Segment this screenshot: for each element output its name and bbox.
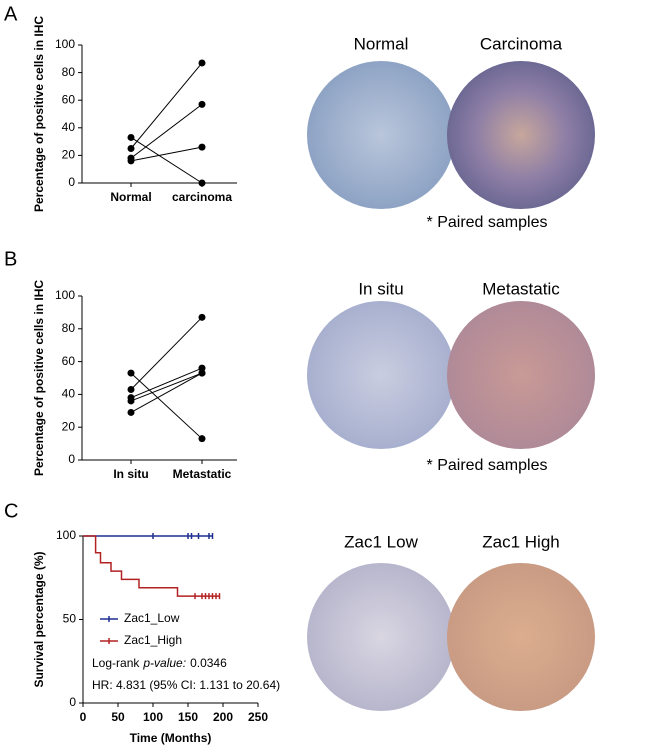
- data-point: [127, 157, 135, 165]
- y-tick-label: 50: [63, 612, 77, 626]
- y-tick-label: 40: [62, 120, 76, 134]
- y-tick-label: 20: [62, 148, 76, 162]
- tissue-image: [447, 301, 595, 449]
- panel-letter: A: [4, 3, 18, 25]
- pair-line: [130, 62, 203, 149]
- tissue-image: [447, 61, 595, 209]
- y-tick-label: 80: [62, 65, 76, 79]
- x-tick-label: Metastatic: [173, 467, 232, 481]
- pair-line: [130, 367, 203, 399]
- y-tick-label: 20: [62, 419, 76, 433]
- annotation-part: p-value:: [142, 656, 186, 670]
- x-tick-label: Normal: [110, 190, 151, 204]
- y-tick-label: 40: [62, 387, 76, 401]
- y-tick-label: 100: [55, 37, 75, 51]
- data-point: [198, 100, 206, 108]
- x-tick-label: 50: [111, 710, 125, 724]
- tissue-image: [307, 563, 455, 711]
- data-point: [198, 435, 206, 443]
- tissue-image: [307, 301, 455, 449]
- data-point: [198, 143, 206, 151]
- annotation-part: 0.0346: [190, 656, 227, 670]
- pair-line: [130, 372, 203, 440]
- survival-curve: [83, 535, 220, 597]
- y-axis-label: Survival percentage (%): [32, 551, 46, 687]
- x-tick-label: 250: [248, 710, 268, 724]
- image-label: Metastatic: [482, 279, 560, 298]
- data-point: [198, 179, 206, 187]
- y-tick-label: 0: [68, 175, 75, 189]
- y-tick-label: 0: [68, 452, 75, 466]
- image-label: In situ: [358, 279, 403, 298]
- y-tick-label: 60: [62, 354, 76, 368]
- data-point: [198, 364, 206, 372]
- image-label: Zac1 Low: [344, 532, 418, 551]
- y-tick-label: 100: [55, 288, 75, 302]
- data-point: [127, 145, 135, 152]
- tissue-image: [447, 563, 595, 711]
- legend-label: Zac1_Low: [124, 611, 180, 625]
- annotation: HR: 4.831 (95% CI: 1.131 to 20.64): [92, 678, 280, 692]
- annotation: Log-rank p-value: 0.0346: [92, 656, 227, 670]
- pair-line: [130, 372, 203, 413]
- x-tick-label: 200: [213, 710, 233, 724]
- x-tick-label: 0: [80, 710, 87, 724]
- note: * Paired samples: [427, 457, 548, 474]
- panel-letter: C: [4, 500, 18, 522]
- x-axis-label: Time (Months): [130, 731, 212, 745]
- data-point: [127, 133, 135, 141]
- data-point: [127, 385, 135, 393]
- x-tick-label: carcinoma: [172, 190, 232, 204]
- image-label: Zac1 High: [482, 532, 559, 551]
- data-point: [198, 369, 206, 377]
- data-point: [127, 408, 135, 416]
- pair-line: [130, 103, 203, 159]
- panel-letter: B: [4, 248, 17, 270]
- pair-line: [130, 146, 203, 162]
- x-tick-label: 150: [178, 710, 198, 724]
- y-axis-label: Percentage of positive cells in IHC: [32, 16, 46, 212]
- image-label: Carcinoma: [480, 34, 563, 53]
- data-point: [127, 369, 135, 377]
- data-point: [198, 59, 206, 67]
- legend-label: Zac1_High: [124, 633, 182, 647]
- y-tick-label: 0: [69, 695, 76, 709]
- y-tick-label: 100: [56, 528, 76, 542]
- data-point: [198, 313, 206, 321]
- annotation-part: Log-rank: [92, 656, 140, 670]
- y-tick-label: 60: [62, 92, 76, 106]
- x-tick-label: 100: [143, 710, 163, 724]
- x-tick-label: In situ: [113, 467, 148, 481]
- tissue-image: [307, 61, 455, 209]
- y-tick-label: 80: [62, 321, 76, 335]
- note: * Paired samples: [427, 214, 548, 231]
- pair-line: [130, 137, 203, 184]
- image-label: Normal: [354, 34, 409, 53]
- data-point: [127, 397, 135, 405]
- y-axis-label: Percentage of positive cells in IHC: [32, 280, 46, 476]
- pair-line: [130, 316, 203, 390]
- pair-line: [130, 372, 203, 402]
